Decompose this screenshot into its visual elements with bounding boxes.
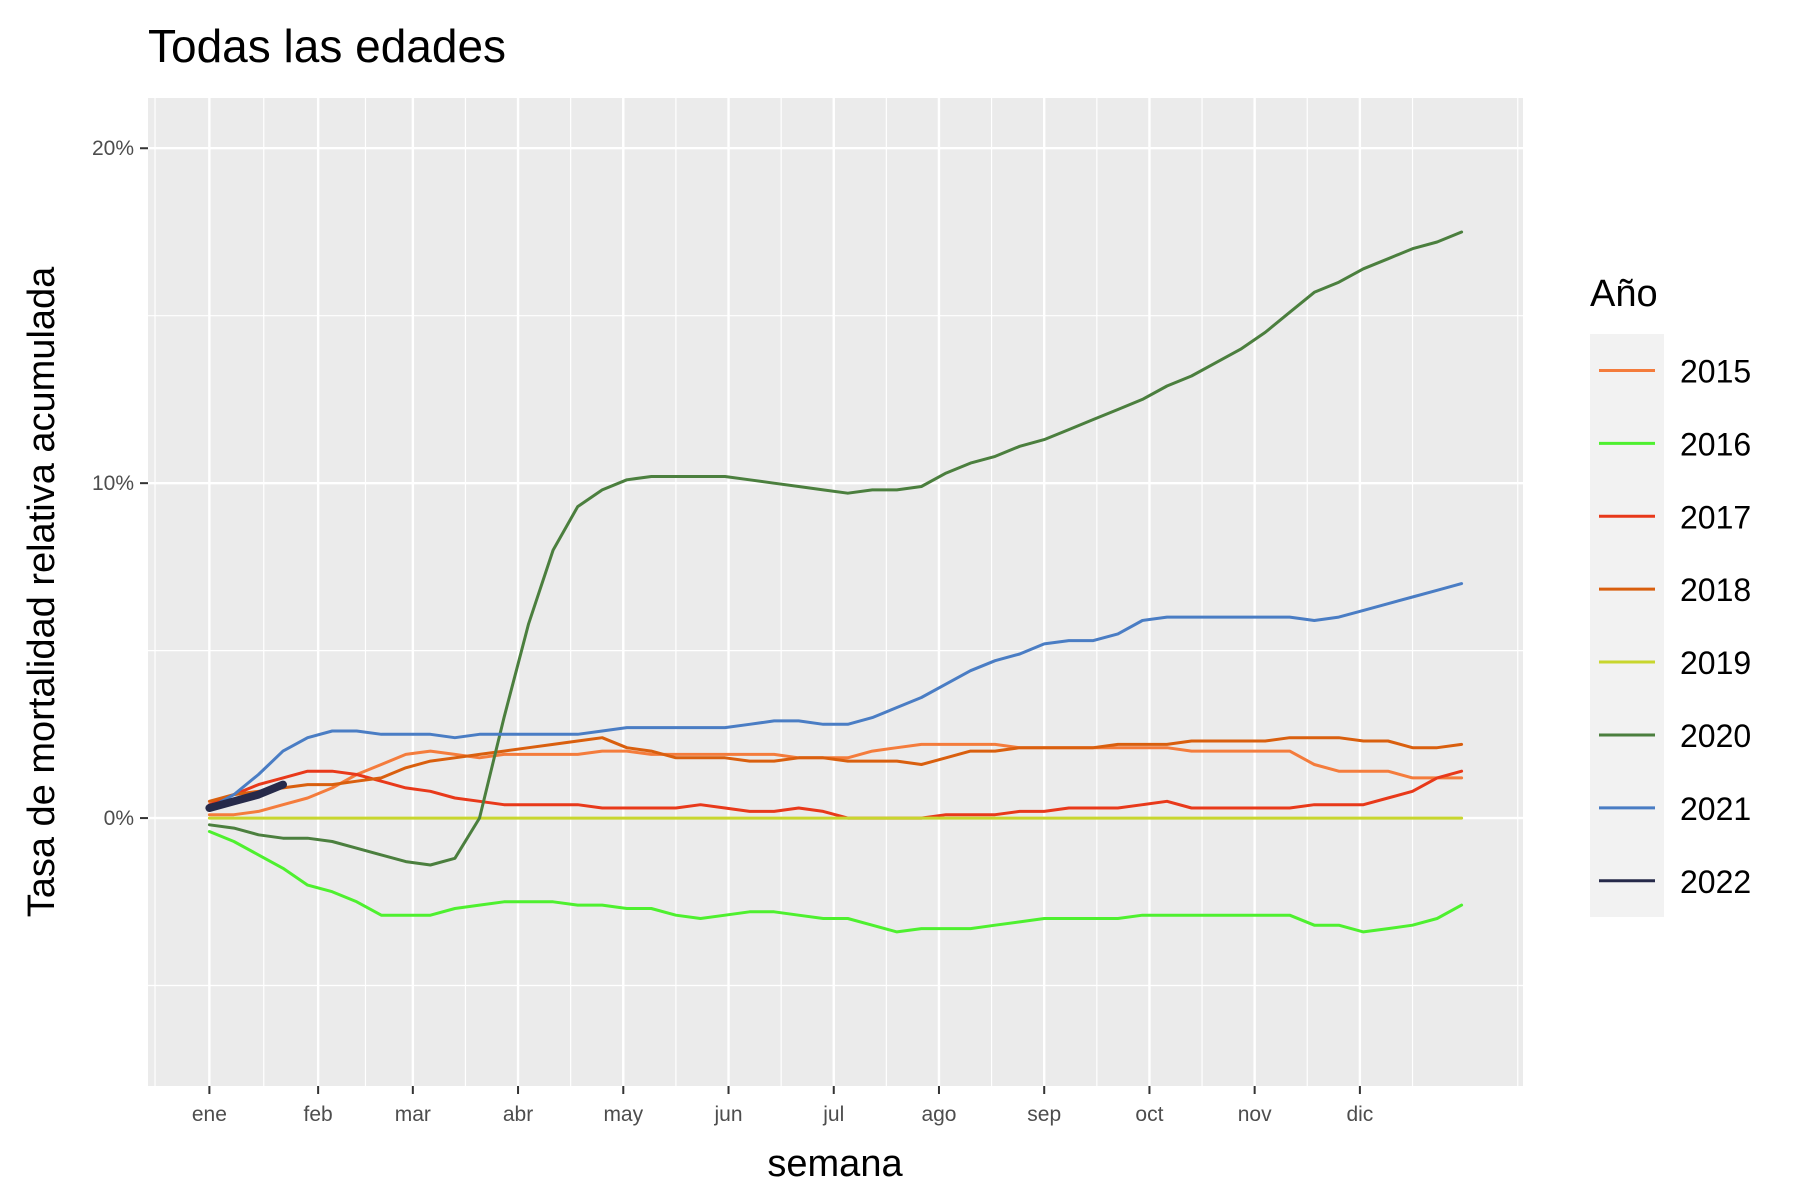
legend-label-2019: 2019 (1680, 645, 1751, 681)
series-line-2016 (207, 830, 1464, 934)
legend-label-2015: 2015 (1680, 353, 1751, 389)
x-tick-label: feb (304, 1103, 333, 1126)
x-tick-label: nov (1238, 1103, 1272, 1126)
series-line-2017 (207, 769, 1464, 820)
x-tick-label: ago (921, 1103, 956, 1126)
y-axis: 0% 10% 20% (92, 137, 148, 830)
series-line-2018 (207, 736, 1464, 803)
y-tick-label: 10% (92, 472, 134, 495)
x-tick-label: ene (192, 1103, 227, 1126)
plot-panel (148, 98, 1523, 1086)
x-tick-label: may (603, 1103, 643, 1126)
y-tick-label: 0% (104, 807, 134, 830)
legend-title: Año (1590, 273, 1658, 315)
x-axis-title: semana (767, 1143, 903, 1185)
legend-label-2016: 2016 (1680, 426, 1751, 462)
legend: Año 2015 2016 2017 2018 2019 2020 2021 2022 (1590, 273, 1751, 917)
series-line-2021 (207, 582, 1464, 810)
data-series (205, 230, 1464, 934)
legend-label-2021: 2021 (1680, 791, 1751, 827)
legend-key-background (1590, 334, 1664, 917)
x-tick-label: oct (1135, 1103, 1163, 1126)
legend-label-2018: 2018 (1680, 572, 1751, 608)
legend-label-2022: 2022 (1680, 864, 1751, 900)
series-line-2020 (207, 230, 1464, 867)
series-line-2015 (207, 742, 1464, 817)
series-line-2022 (205, 780, 287, 812)
x-tick-label: sep (1027, 1103, 1061, 1126)
x-axis: ene feb mar abr may jun jul ago sep oct nov dic (192, 1086, 1373, 1126)
x-tick-label: mar (395, 1103, 431, 1126)
chart-title: Todas las edades (148, 20, 506, 72)
y-tick-label: 20% (92, 137, 134, 160)
x-tick-label: abr (503, 1103, 533, 1126)
x-tick-label: jun (714, 1103, 743, 1126)
x-tick-label: dic (1346, 1103, 1373, 1126)
grid-minor (148, 98, 1523, 1086)
x-tick-label: jul (822, 1103, 844, 1126)
y-axis-title: Tasa de mortalidad relativa acumulada (21, 266, 63, 917)
legend-label-2020: 2020 (1680, 718, 1751, 754)
legend-label-2017: 2017 (1680, 499, 1751, 535)
